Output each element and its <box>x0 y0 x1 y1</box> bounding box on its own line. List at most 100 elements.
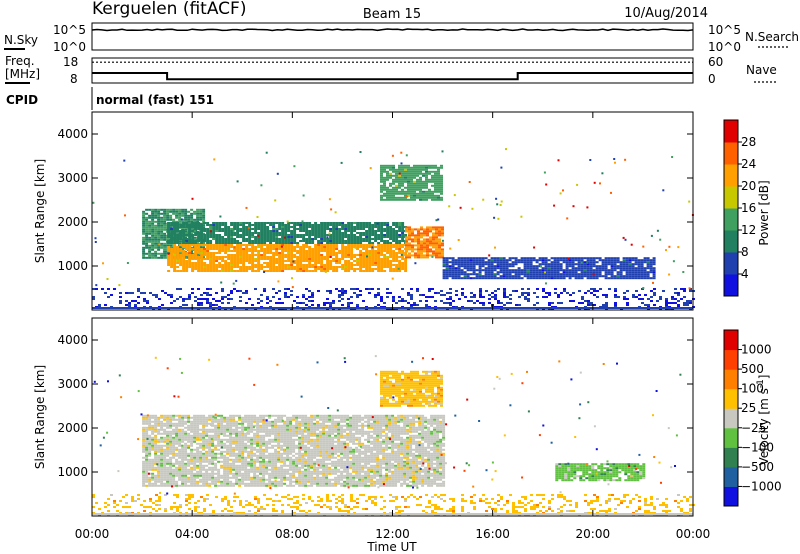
power-data-cell-r4 <box>395 174 398 177</box>
power-data-cell-r1 <box>173 260 177 262</box>
vel-data-cell-r0 <box>223 442 227 445</box>
power-data-cell-r6 <box>92 298 95 300</box>
power-data-cell-r0 <box>160 244 164 247</box>
power-data-cell-r5 <box>556 257 560 260</box>
power-data-cell-r2 <box>230 234 234 236</box>
power-data-cell-r2 <box>233 242 237 244</box>
power-data-cell-r0 <box>160 230 164 233</box>
power-data-cell-r6 <box>251 304 254 306</box>
power-data-cell-r2 <box>203 230 207 232</box>
vel-data-cell-r0 <box>160 420 164 423</box>
vel-data-cell-r0 <box>154 458 158 461</box>
power-data-cell-r6 <box>527 288 530 290</box>
power-data-cell-r2 <box>227 242 231 244</box>
power-data-cell-r5 <box>631 265 635 268</box>
power-data-cell-r5 <box>571 257 575 260</box>
power-data-cell-r4 <box>413 190 416 193</box>
power-data-cell-r1 <box>344 254 348 256</box>
power-data-speckle <box>328 198 331 201</box>
power-data-cell-r1 <box>326 264 330 266</box>
power-data-cell-r2 <box>371 226 375 228</box>
power-data-cell-r1 <box>305 268 309 270</box>
vel-data-cell-r0 <box>154 420 158 423</box>
power-data-cell-r2 <box>332 236 336 238</box>
power-data-cell-r6 <box>179 296 182 298</box>
power-data-cell-r5 <box>529 269 533 272</box>
power-data-cell-r0 <box>199 208 203 211</box>
power-data-cell-r1 <box>365 260 369 262</box>
power-data-cell-r1 <box>188 266 192 268</box>
power-data-cell-r5 <box>607 277 611 280</box>
power-data-cell-r1 <box>182 256 186 258</box>
power-data-cell-r0 <box>151 228 155 231</box>
vel-data-cell-r0 <box>157 440 161 443</box>
power-data-cell-r1 <box>203 266 207 268</box>
power-data-cell-r6 <box>215 304 218 306</box>
power-data-speckle <box>559 192 562 195</box>
power-data-speckle <box>326 236 329 239</box>
power-data-cell-r6 <box>305 288 308 290</box>
power-data-cell-r5 <box>628 257 632 260</box>
vel-data-cell-r0 <box>166 484 170 487</box>
power-data-cell-r2 <box>326 224 330 226</box>
power-data-cell-r2 <box>290 240 294 242</box>
power-data-cell-r1 <box>182 270 186 272</box>
power-data-cell-r2 <box>380 238 384 240</box>
vel-data-cell-r0 <box>178 416 182 419</box>
power-data-cell-r2 <box>227 230 231 232</box>
power-data-cell-r2 <box>377 226 381 228</box>
power-data-cell-r2 <box>311 226 315 228</box>
power-data-cell-r6 <box>302 296 305 298</box>
power-data-speckle <box>428 166 431 169</box>
power-data-cell-r5 <box>541 261 545 264</box>
vel-data-cell-r0 <box>223 464 227 467</box>
vel-data-cell-r0 <box>184 464 188 467</box>
power-data-cell-r1 <box>167 248 171 250</box>
vel-data-cell-r0 <box>187 438 191 441</box>
power-data-cell-r5 <box>466 265 470 268</box>
power-data-cell-r2 <box>347 242 351 244</box>
power-data-cell-r6 <box>281 302 284 304</box>
vel-data-cell-r0 <box>187 444 191 447</box>
power-data-cell-r0 <box>199 210 203 213</box>
vel-data-cell-r0 <box>196 426 200 429</box>
power-data-cell-r6 <box>170 302 173 304</box>
power-data-cell-r1 <box>347 244 351 246</box>
vel-data-cell-r0 <box>142 444 146 447</box>
power-data-cell-r2 <box>389 228 393 230</box>
power-data-cell-r1 <box>197 262 201 264</box>
power-data-cell-r0 <box>151 230 155 233</box>
power-data-cell-r5 <box>472 257 476 260</box>
power-data-cell-r2 <box>320 238 324 240</box>
vel-data-cell-r0 <box>181 434 185 437</box>
power-data-cell-r2 <box>305 232 309 234</box>
power-data-cell-r6 <box>218 300 221 302</box>
vel-data-cell-r0 <box>169 460 173 463</box>
power-data-cell-r1 <box>272 256 276 258</box>
vel-data-cell-r0 <box>223 480 227 483</box>
power-data-cell-r2 <box>296 222 300 224</box>
power-data-cell-r4 <box>395 176 398 179</box>
power-data-cell-r1 <box>272 270 276 272</box>
vel-data-cell-r0 <box>211 430 215 433</box>
power-data-cell-r5 <box>478 273 482 276</box>
power-data-cell-r6 <box>239 300 242 302</box>
power-data-cell-r0 <box>151 216 155 219</box>
vel-data-cell-r0 <box>229 424 233 427</box>
power-data-cell-r3 <box>423 230 426 233</box>
power-data-cell-r1 <box>227 254 231 256</box>
power-data-cell-r2 <box>212 222 216 224</box>
power-data-cell-r5 <box>523 257 527 260</box>
power-data-cell-r0 <box>151 238 155 241</box>
power-data-cell-r5 <box>547 265 551 268</box>
power-data-cell-r1 <box>272 254 276 256</box>
vel-data-cell-r0 <box>172 444 176 447</box>
power-data-cell-r5 <box>523 263 527 266</box>
vel-data-cell-r0 <box>226 464 230 467</box>
power-data-cell-r0 <box>142 214 146 217</box>
power-data-cell-r0 <box>175 214 179 217</box>
vel-data-cell-r0 <box>226 418 230 421</box>
power-data-cell-r2 <box>305 240 309 242</box>
power-data-cell-r3 <box>408 230 411 233</box>
power-data-cell-r1 <box>398 262 402 264</box>
